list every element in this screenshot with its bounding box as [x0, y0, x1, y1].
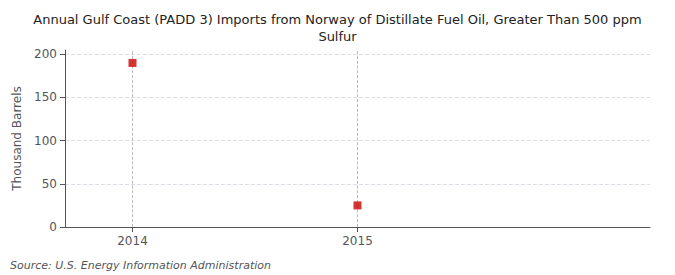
svg-text:Sulfur: Sulfur: [318, 29, 357, 44]
svg-text:2014: 2014: [117, 234, 148, 248]
svg-text:50: 50: [42, 177, 57, 191]
svg-text:Annual Gulf Coast (PADD 3) Imp: Annual Gulf Coast (PADD 3) Imports from …: [33, 12, 641, 27]
svg-text:0: 0: [49, 220, 57, 234]
svg-text:200: 200: [34, 47, 57, 61]
svg-text:150: 150: [34, 90, 57, 104]
svg-text:2015: 2015: [342, 234, 373, 248]
svg-text:Thousand Barrels: Thousand Barrels: [10, 86, 24, 191]
svg-text:Source: U.S. Energy Informatio: Source: U.S. Energy Information Administ…: [10, 259, 271, 272]
svg-text:100: 100: [34, 134, 57, 148]
